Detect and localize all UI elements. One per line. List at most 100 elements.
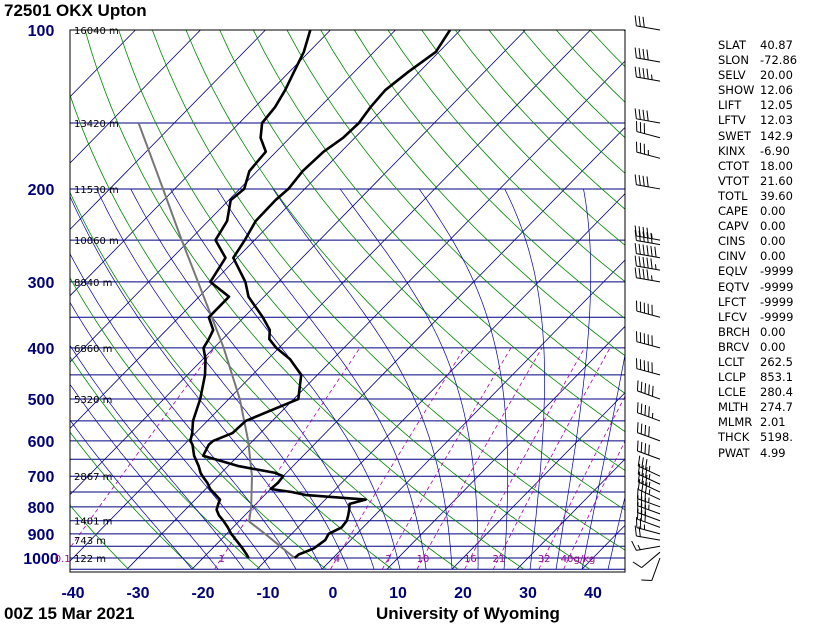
index-key: LFCT [718,294,747,309]
temperature-curve [201,30,452,559]
dry-adiabat-370 [320,30,625,357]
barb-staff [636,151,661,159]
barb-full [631,540,637,551]
index-key: VTOT [718,173,749,188]
barb-full [645,474,648,486]
index-value: 262.5 [760,354,793,369]
barb-full [646,176,649,187]
index-key: LCLT [718,354,745,369]
barb-full [641,457,644,468]
pressure-tick-300: 300 [28,275,55,292]
mixing-ratio-label-1: 1 [218,554,224,565]
index-row-lfcv: LFCV -9999 [718,310,808,325]
index-value: 18.00 [760,158,793,173]
moist-adiabat-36 [555,188,592,570]
barb-full [644,404,647,416]
index-row-lftv: LFTV 12.03 [718,113,808,128]
barb-full [650,232,653,244]
barb-full [636,380,639,391]
barb-full [634,108,637,119]
dry-adiabat-290 [70,93,459,570]
barb-full [646,269,649,280]
barb-full [648,444,650,456]
barb-half [651,74,653,80]
barb-full [646,232,649,243]
isotherm--10 [256,193,625,570]
data-source: University of Wyoming [376,604,560,623]
barb-half [651,275,653,281]
barb-full [638,109,641,120]
isotherm--30 [126,60,625,570]
mixing-ratio-line-4 [416,347,543,570]
dry-adiabat-360 [286,30,625,394]
barb-staff [636,341,661,349]
index-row-show: SHOW 12.06 [718,83,808,98]
barb-full [648,406,650,417]
wind-barb-450 [636,358,661,376]
mixing-ratio-label-7: 32 [538,554,551,565]
barb-full [642,231,645,242]
barb-half [648,489,651,495]
index-value: 0.00 [760,249,786,264]
barb-full [634,525,637,537]
wind-barb-1000 [641,557,661,582]
barb-full [638,48,641,59]
moist-adiabat-20 [272,188,453,570]
isotherm--130 [0,30,5,569]
index-value: 853.1 [760,370,793,385]
mixing-ratio-line-6 [492,347,611,570]
barb-half [648,465,651,472]
barb-staff [641,551,661,569]
wind-barb-255 [634,230,661,246]
index-key: LFCV [718,309,747,324]
index-value: 0.00 [760,234,786,249]
index-key: SLAT [718,38,746,52]
index-value: 4.99 [760,445,786,460]
index-row-capv: CAPV 0.00 [718,219,808,234]
index-key: CINS [718,234,746,249]
wind-barbs [631,15,661,582]
height-label-300: 8840 m [74,278,112,289]
mixing-ratio-line-3 [381,347,512,570]
dry-adiabat-250 [70,431,195,570]
barb-full [637,479,641,490]
barb-staff [651,557,661,581]
barb-full [638,175,641,186]
index-value: 12.03 [760,113,793,128]
isotherm-10 [386,325,625,570]
wind-barb-300 [634,267,661,283]
barb-half [651,233,653,239]
index-key: LIFT [718,98,742,113]
barb-full [646,227,649,239]
isotherm-20 [451,392,625,570]
barb-full [634,267,637,278]
barb-full [636,402,639,413]
index-key: EQTV [718,279,750,294]
index-value: 39.60 [760,188,793,203]
index-row-brch: BRCH 0.00 [718,325,808,340]
index-value: 142.9 [760,128,793,143]
isotherm--60 [70,30,461,429]
wind-barb-250 [634,225,661,241]
index-key: LCLE [718,385,747,400]
isotherm--40 [70,30,591,562]
mixing-ratio-line-7 [538,395,625,570]
barb-full [634,225,637,237]
temp-tick-30: 30 [519,585,537,602]
barb-full [637,471,641,482]
barb-full [648,384,650,395]
height-label-100: 16040 m [74,26,119,37]
index-value: -72.86 [760,53,798,68]
mixing-ratio-line-8 [563,440,625,570]
dry-adiabat-270 [70,277,327,570]
index-value: 12.05 [760,98,793,113]
temp-tick--30: -30 [126,585,149,602]
dry-adiabat-330 [185,30,625,511]
moist-adiabat--16 [70,383,219,570]
moist-adiabat-24 [339,188,479,570]
index-value: 0.00 [760,204,786,219]
barb-full [651,385,654,397]
stability-indices: SLAT 40.87 SLON -72.86 SELV 20.00 SHOW 12.06 LIF… [718,38,808,461]
index-row-eqtv: EQTV -9999 [718,280,808,295]
index-value: 40.87 [760,38,793,52]
